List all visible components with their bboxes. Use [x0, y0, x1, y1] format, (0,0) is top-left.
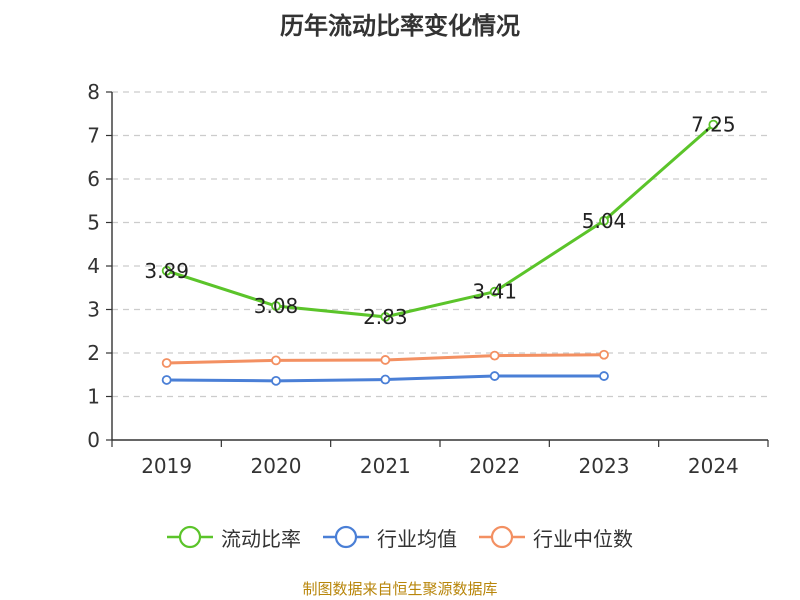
data-point: [380, 374, 391, 385]
x-tick-label: 2020: [251, 454, 302, 478]
legend-marker-icon: [479, 525, 525, 549]
legend: 流动比率 行业均值 行业中位数: [0, 520, 800, 554]
legend-label: 流动比率: [221, 526, 301, 551]
y-tick-label: 6: [87, 167, 100, 191]
y-tick-label: 7: [87, 124, 100, 148]
data-point: [271, 301, 281, 311]
data-labels: 3.89 3.08 2.83 3.41 5.04 7.25: [144, 113, 735, 329]
legend-label: 行业均值: [377, 526, 457, 551]
y-tick-label: 0: [87, 428, 100, 452]
data-point: [599, 349, 609, 360]
data-point: [489, 286, 500, 297]
data-point: [599, 371, 609, 381]
data-label: 2.83: [363, 305, 408, 329]
y-tick-label: 3: [87, 298, 100, 322]
y-tick-label: 4: [87, 254, 100, 278]
y-tick-label: 8: [87, 80, 100, 104]
data-label: 3.08: [254, 294, 299, 318]
x-tick-label: 2023: [579, 454, 630, 478]
x-tick-label: 2024: [688, 454, 739, 478]
legend-item[interactable]: 行业中位数: [479, 523, 633, 552]
x-tick-label: 2022: [469, 454, 520, 478]
legend-item[interactable]: 流动比率: [167, 523, 301, 552]
legend-item[interactable]: 行业均值: [323, 523, 457, 552]
legend-label: 行业中位数: [533, 526, 633, 551]
data-point: [161, 265, 172, 276]
series-line: [166, 123, 715, 319]
gridlines: [112, 91, 768, 398]
data-point: [380, 311, 391, 322]
data-point: [708, 119, 719, 130]
legend-marker-icon: [323, 525, 369, 549]
data-point: [599, 215, 609, 226]
data-point: [489, 350, 500, 361]
data-point: [161, 375, 172, 385]
data-point: [271, 355, 281, 366]
x-tick-label: 2021: [360, 454, 411, 478]
data-label: 3.41: [472, 280, 517, 304]
series-lines: [161, 119, 719, 386]
axes: 0 1 2 3 4 5 6 7 8 2019 2020 2021 2022 2023 2024: [87, 80, 769, 478]
legend-marker-icon: [167, 525, 213, 549]
y-tick-label: 1: [87, 385, 100, 409]
y-tick-label: 5: [87, 211, 100, 235]
x-tick-label: 2019: [141, 454, 192, 478]
data-point: [489, 371, 500, 381]
data-label: 5.04: [582, 209, 627, 233]
y-tick-label: 2: [87, 341, 100, 365]
data-point: [161, 358, 172, 368]
data-label: 7.25: [691, 113, 736, 137]
data-point: [380, 355, 391, 365]
data-label: 3.89: [144, 259, 189, 283]
source-note: 制图数据来自恒生聚源数据库: [302, 580, 498, 598]
chart-title: 历年流动比率变化情况: [280, 12, 520, 40]
data-point: [271, 375, 281, 386]
